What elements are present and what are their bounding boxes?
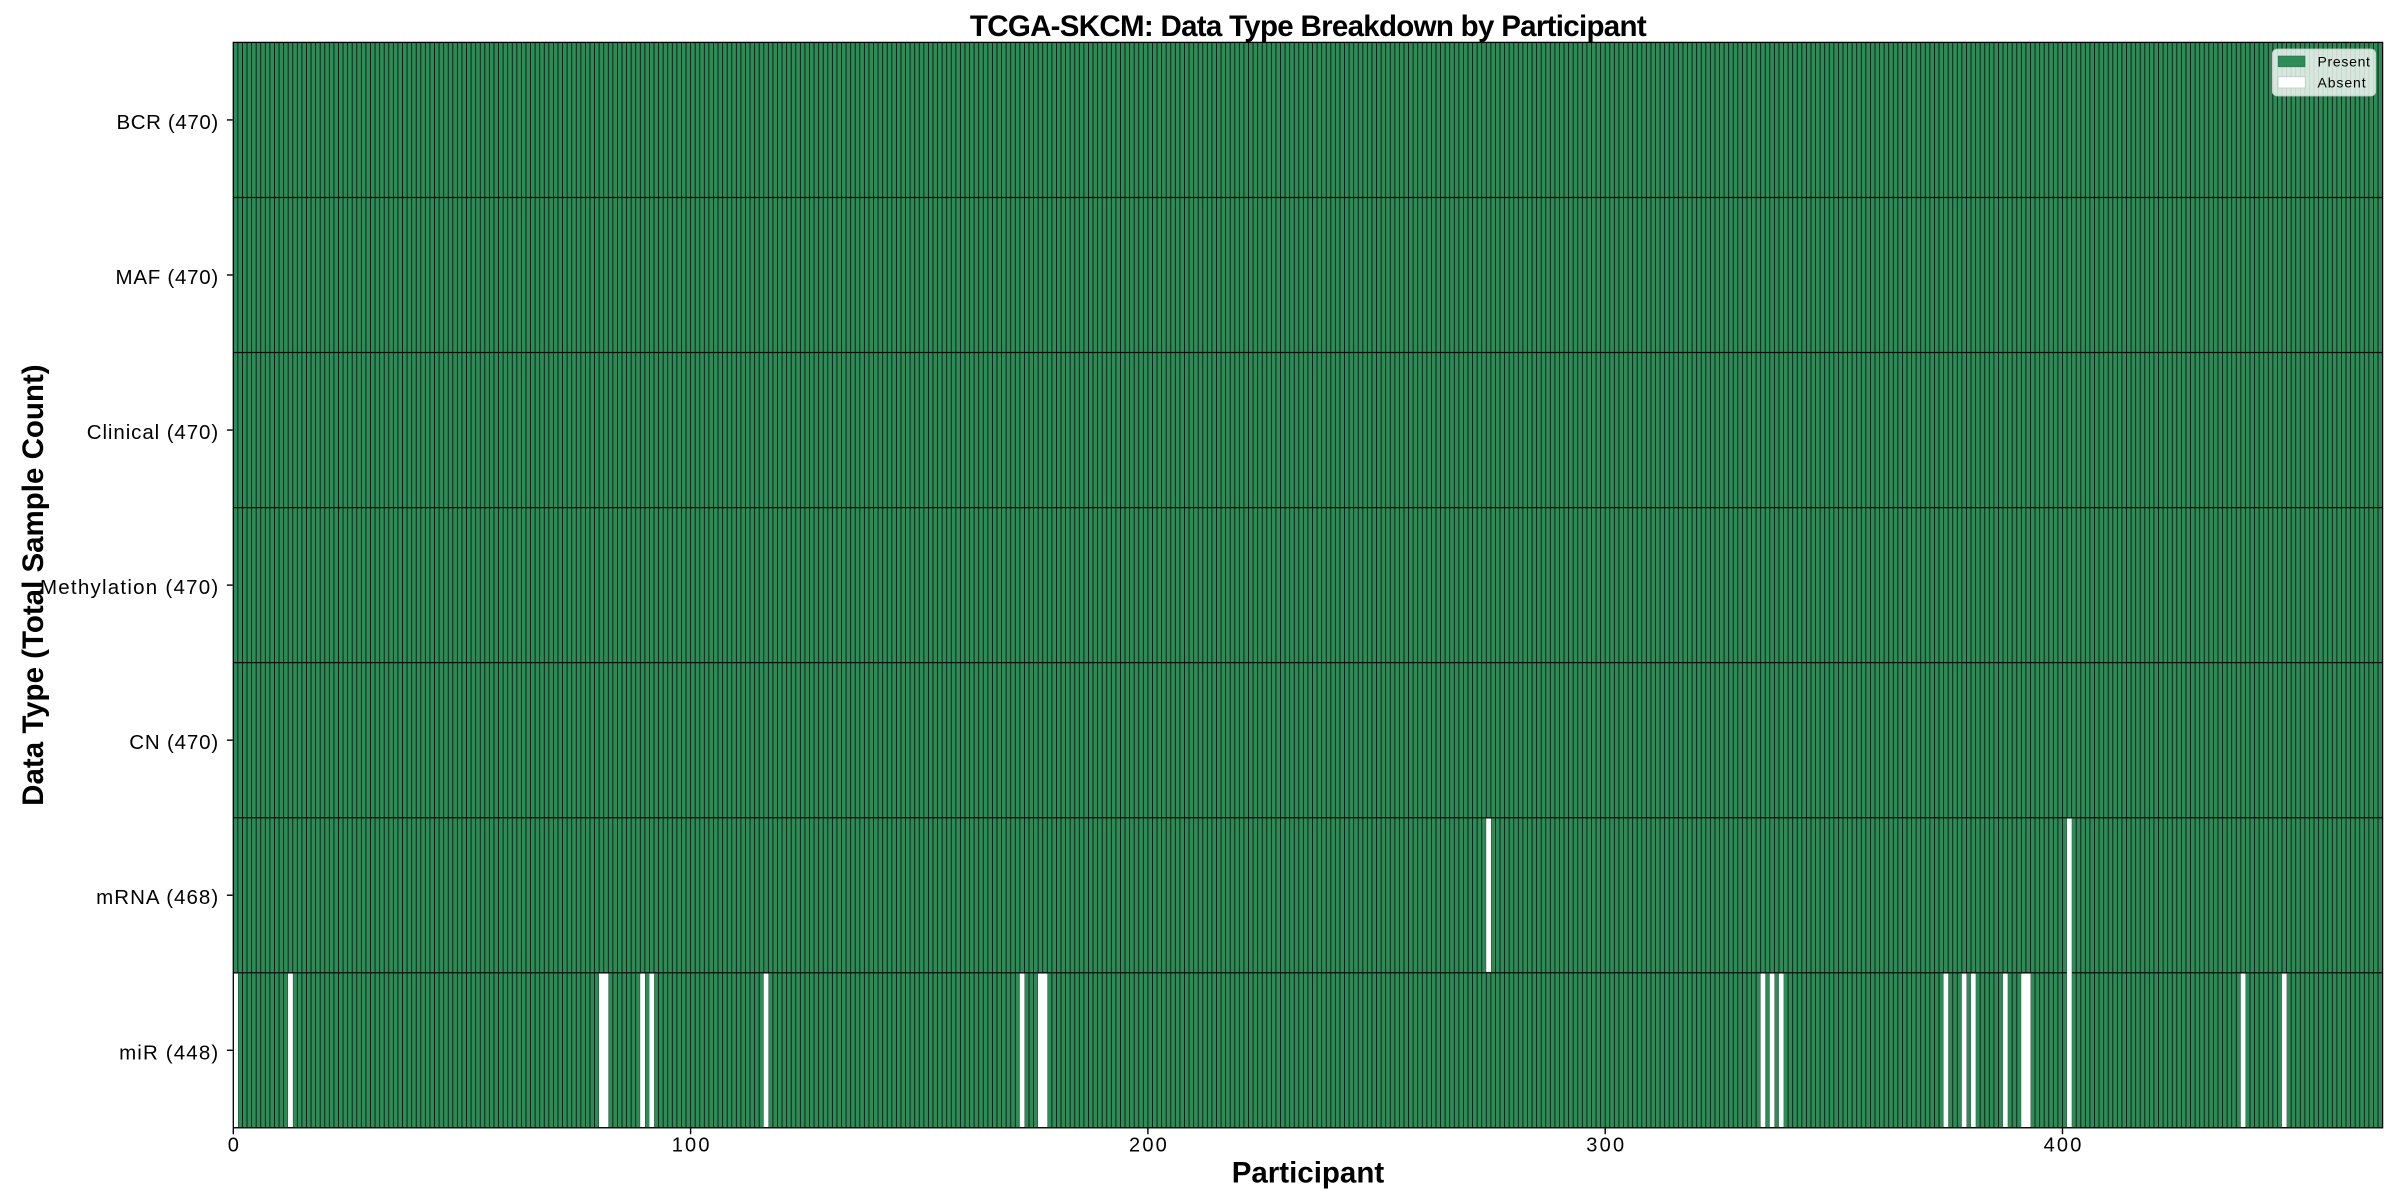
svg-text:miR (448): miR (448) <box>119 1041 219 1064</box>
svg-text:Methylation (470): Methylation (470) <box>40 576 219 599</box>
svg-text:TCGA-SKCM: Data Type Breakdown: TCGA-SKCM: Data Type Breakdown by Partic… <box>970 10 1647 43</box>
svg-text:Clinical (470): Clinical (470) <box>87 421 219 444</box>
svg-text:400: 400 <box>2044 1135 2084 1157</box>
svg-text:100: 100 <box>672 1135 712 1157</box>
svg-text:0: 0 <box>228 1135 241 1157</box>
svg-text:Participant: Participant <box>1232 1157 1385 1190</box>
svg-text:mRNA (468): mRNA (468) <box>96 886 219 909</box>
svg-text:MAF (470): MAF (470) <box>116 266 219 289</box>
svg-text:200: 200 <box>1129 1135 1169 1157</box>
svg-text:BCR (470): BCR (470) <box>116 111 218 134</box>
svg-text:300: 300 <box>1586 1135 1626 1157</box>
svg-text:Absent: Absent <box>2318 74 2367 90</box>
svg-text:Present: Present <box>2318 53 2371 69</box>
svg-text:Data Type (Total Sample Count): Data Type (Total Sample Count) <box>17 364 50 805</box>
svg-text:CN (470): CN (470) <box>129 731 219 754</box>
